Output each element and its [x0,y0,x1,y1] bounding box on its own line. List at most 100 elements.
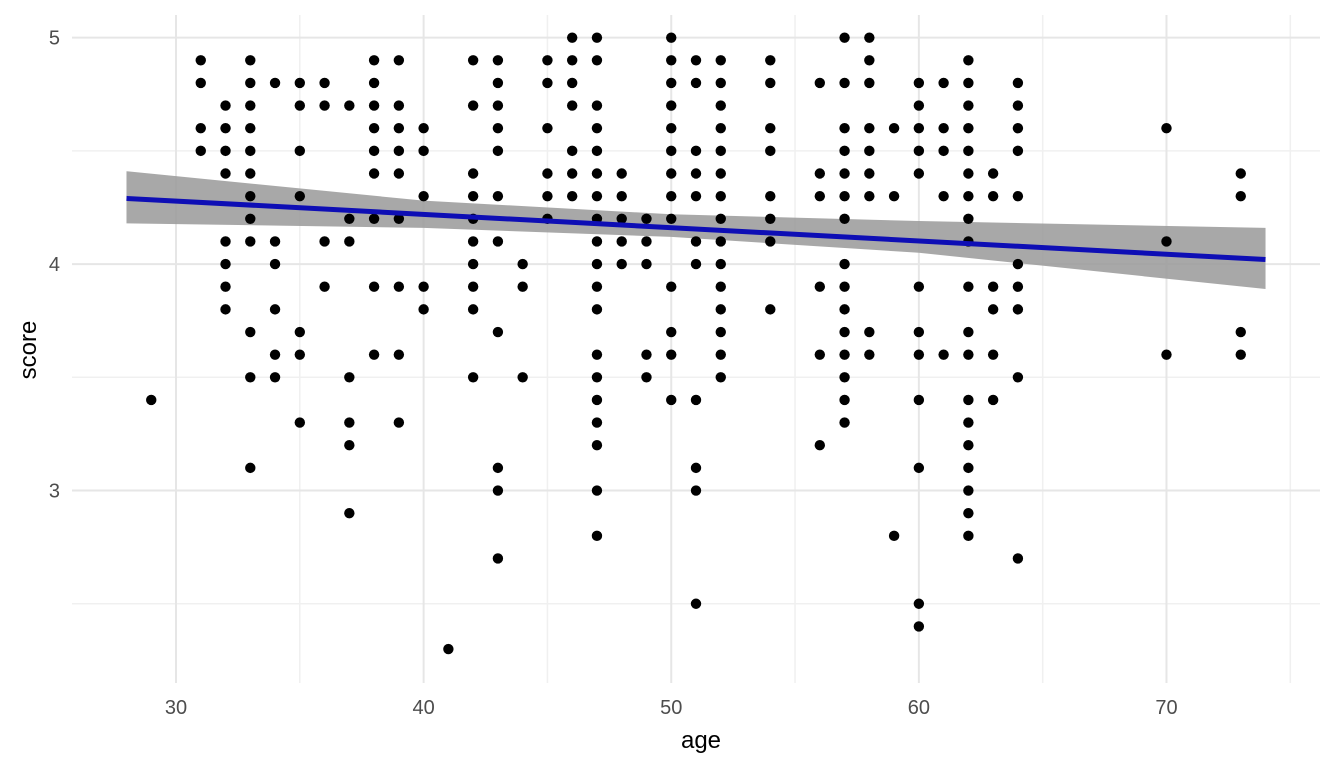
data-point [666,168,677,179]
data-point [1161,236,1172,247]
data-point [269,304,281,315]
data-point [344,213,355,224]
data-point [368,145,380,157]
data-point [195,55,206,66]
data-point [690,77,702,89]
data-point [1012,123,1024,134]
data-point [591,55,603,66]
data-point [492,462,504,474]
data-point [715,55,726,66]
data-point [492,123,504,134]
data-point [913,123,925,134]
data-point [195,77,206,89]
data-point [963,394,974,406]
data-point [269,349,281,360]
data-point [220,145,231,157]
data-point [492,77,504,89]
data-point [1012,100,1024,111]
data-point [913,462,925,474]
trend-line [126,195,1266,263]
data-point [963,168,974,179]
data-point [666,123,677,134]
data-point [591,485,603,496]
data-point [641,236,652,247]
data-point [839,145,850,157]
data-point [690,394,702,406]
data-point [864,123,875,134]
data-point [1012,190,1024,202]
data-point [765,190,776,202]
data-point [245,372,256,383]
data-point [690,190,702,202]
data-point [591,123,603,134]
data-point [220,123,231,134]
data-point [839,326,850,338]
data-point [715,326,726,338]
data-point [616,213,627,224]
data-point [864,145,875,157]
data-point [467,55,479,66]
data-point [294,417,306,428]
data-point [963,55,974,66]
data-point [368,349,380,360]
data-point [963,462,974,474]
data-point [814,349,826,360]
data-point [245,55,256,66]
data-point [517,258,528,270]
minor-gridlines [72,15,1320,683]
data-point [368,100,380,111]
data-point [443,643,454,655]
data-point [765,236,776,247]
data-point [715,372,726,383]
data-point [245,77,256,89]
data-point [666,281,677,292]
data-point [245,145,256,157]
data-point [666,190,677,202]
data-point [839,281,850,292]
x-tick-label: 40 [412,697,434,719]
data-point [319,236,330,247]
data-point [641,349,652,360]
data-point [146,394,157,406]
data-point [245,100,256,111]
x-tick-label: 70 [1155,697,1177,719]
data-point [467,190,479,202]
data-point [864,32,875,43]
data-point [245,236,256,247]
data-point [715,145,726,157]
y-tick-label: 4 [49,254,60,276]
data-point [913,394,925,406]
data-point [963,417,974,428]
data-point [467,168,479,179]
data-point [715,236,726,247]
data-point [913,281,925,292]
data-point [666,145,677,157]
data-point [839,32,850,43]
data-point [765,304,776,315]
data-point [913,349,925,360]
data-point [839,417,850,428]
data-point [814,168,826,179]
data-point [963,145,974,157]
data-point [1012,281,1024,292]
data-point [839,258,850,270]
data-point [1012,77,1024,89]
data-point [591,190,603,202]
data-point [566,190,578,202]
data-point [963,123,974,134]
data-point [987,304,999,315]
data-point [294,100,306,111]
x-axis-tick-labels: 30 40 50 60 70 [165,697,1178,719]
data-point [1012,258,1024,270]
data-point [814,77,826,89]
data-point [566,168,578,179]
data-point [393,417,405,428]
data-point [566,32,578,43]
major-gridlines [72,15,1320,683]
data-point [938,349,949,360]
data-point [963,213,974,224]
data-point [1161,123,1172,134]
data-point [344,372,355,383]
data-point [913,77,925,89]
data-point [839,304,850,315]
